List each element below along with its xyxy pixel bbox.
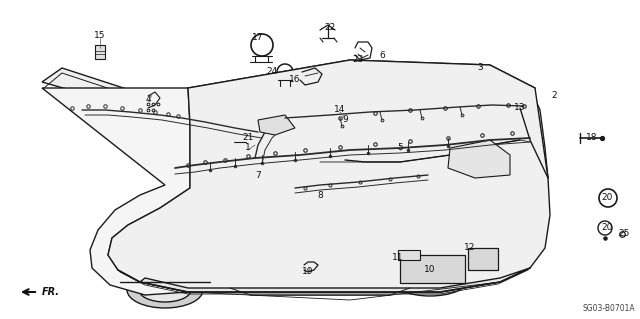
Text: 24: 24 xyxy=(266,68,278,77)
Text: 19: 19 xyxy=(302,268,314,277)
Text: 1: 1 xyxy=(245,144,251,152)
Text: 23: 23 xyxy=(352,56,364,64)
Ellipse shape xyxy=(392,264,468,296)
Text: 7: 7 xyxy=(255,170,261,180)
Text: 17: 17 xyxy=(252,33,264,42)
Text: 10: 10 xyxy=(424,265,436,275)
Text: 25: 25 xyxy=(618,229,630,239)
Ellipse shape xyxy=(127,272,203,308)
Polygon shape xyxy=(42,68,185,120)
FancyBboxPatch shape xyxy=(398,250,420,260)
Text: 8: 8 xyxy=(317,191,323,201)
Ellipse shape xyxy=(404,269,456,291)
Text: 14: 14 xyxy=(334,106,346,115)
Text: 20: 20 xyxy=(602,194,612,203)
Polygon shape xyxy=(140,268,530,292)
Text: SG03-B0701A: SG03-B0701A xyxy=(582,304,635,313)
Polygon shape xyxy=(320,108,530,162)
Text: 22: 22 xyxy=(324,24,335,33)
Polygon shape xyxy=(108,60,550,292)
Text: 20: 20 xyxy=(602,224,612,233)
Ellipse shape xyxy=(139,278,191,302)
FancyBboxPatch shape xyxy=(400,255,465,283)
Text: 11: 11 xyxy=(392,254,404,263)
FancyBboxPatch shape xyxy=(468,248,498,270)
Text: 21: 21 xyxy=(243,133,253,143)
FancyBboxPatch shape xyxy=(95,45,105,59)
Text: 6: 6 xyxy=(379,50,385,60)
Text: 12: 12 xyxy=(464,243,476,253)
Polygon shape xyxy=(258,115,295,135)
Text: FR.: FR. xyxy=(42,287,60,297)
Text: 9: 9 xyxy=(342,115,348,124)
Text: 3: 3 xyxy=(477,63,483,72)
Text: 4: 4 xyxy=(145,95,151,105)
Text: 15: 15 xyxy=(94,32,106,41)
Polygon shape xyxy=(448,140,510,178)
Text: 5: 5 xyxy=(397,144,403,152)
Text: 13: 13 xyxy=(515,103,525,113)
Polygon shape xyxy=(188,60,535,125)
Polygon shape xyxy=(42,88,190,295)
Text: 2: 2 xyxy=(551,92,557,100)
Text: 16: 16 xyxy=(289,76,301,85)
Text: 18: 18 xyxy=(586,133,598,143)
